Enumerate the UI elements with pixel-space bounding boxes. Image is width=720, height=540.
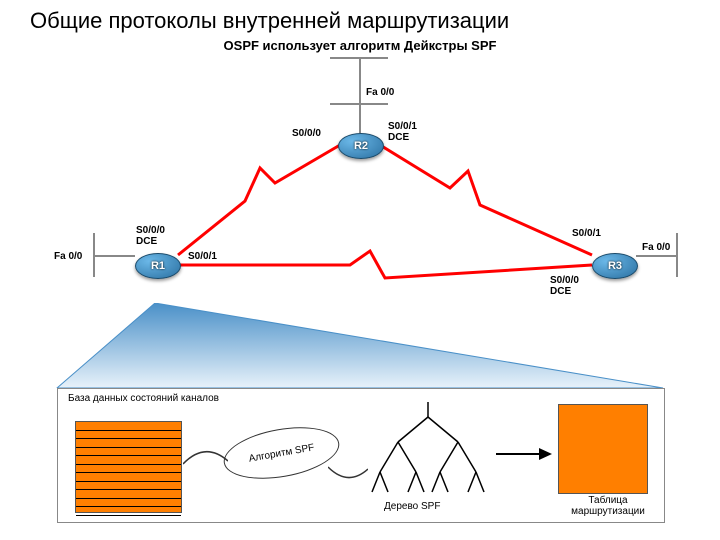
router-label: R1 xyxy=(151,260,165,272)
router-r3: R3 xyxy=(592,253,638,279)
arrow-icon xyxy=(494,439,554,469)
page-subtitle: OSPF использует алгоритм Дейкстры SPF xyxy=(0,38,720,53)
spf-algorithm: Алгоритм SPF xyxy=(220,419,344,487)
flow-arc xyxy=(183,449,228,479)
tree-label: Дерево SPF xyxy=(384,501,440,512)
iface-label: S0/0/0 xyxy=(292,128,321,139)
router-label: R2 xyxy=(354,140,368,152)
db-title: База данных состояний каналов xyxy=(68,393,219,404)
table-label: Таблица маршрутизации xyxy=(563,495,653,517)
router-r1: R1 xyxy=(135,253,181,279)
spf-process-box: База данных состояний каналов Алгоритм S… xyxy=(57,388,665,523)
spf-tree xyxy=(358,397,498,497)
network-diagram: Fa 0/0 Fa 0/0 Fa 0/0 R2 R1 R3 S0/0/0 S0/… xyxy=(0,53,720,313)
iface-label: S0/0/1 DCE xyxy=(388,121,417,143)
page-title: Общие протоколы внутренней маршрутизации xyxy=(0,0,720,34)
iface-label: S0/0/0 DCE xyxy=(550,275,579,297)
iface-label: S0/0/1 xyxy=(188,251,217,262)
routing-table xyxy=(558,404,648,494)
algo-label: Алгоритм SPF xyxy=(248,442,315,464)
link-state-db xyxy=(75,421,182,513)
router-label: R3 xyxy=(608,260,622,272)
callout-triangle xyxy=(0,303,720,388)
iface-label: S0/0/0 DCE xyxy=(136,225,165,247)
iface-label: S0/0/1 xyxy=(572,228,601,239)
router-r2: R2 xyxy=(338,133,384,159)
